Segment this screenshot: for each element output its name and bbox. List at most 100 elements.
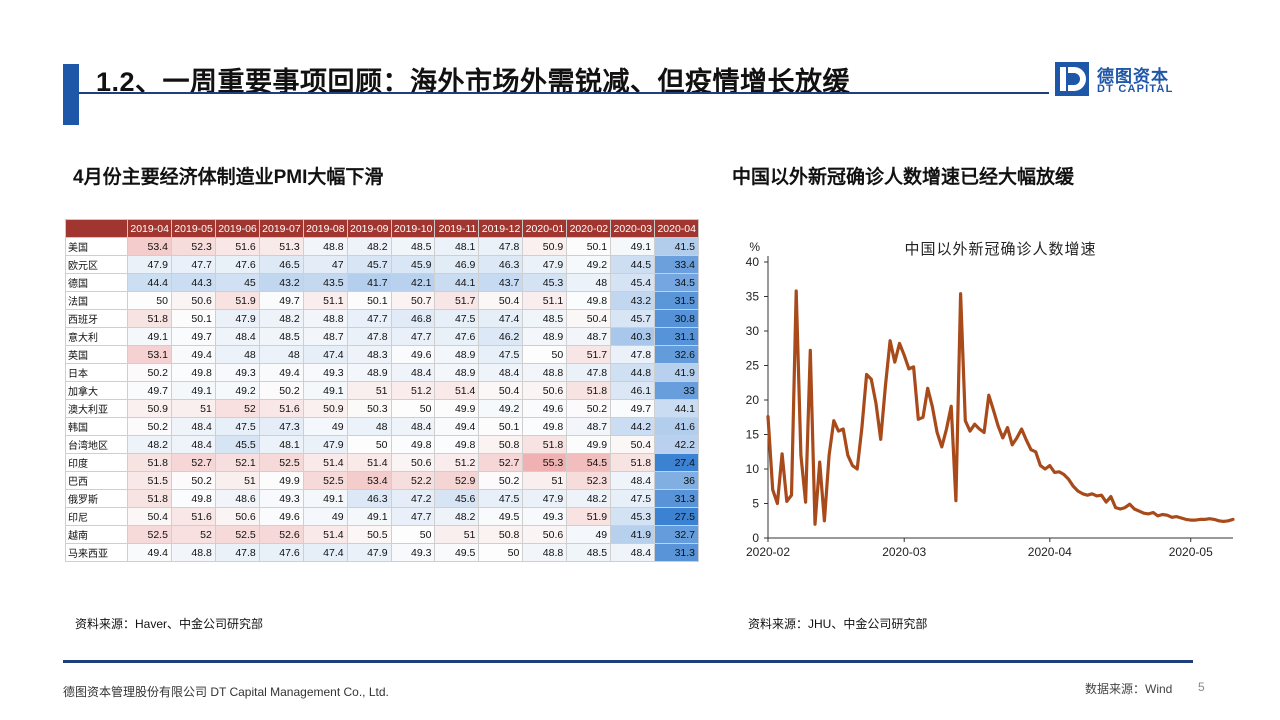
pmi-value-cell: 50.6 [522, 381, 568, 400]
pmi-value-cell: 47.3 [258, 417, 304, 436]
pmi-value-cell: 48.8 [302, 309, 348, 328]
table-row: 越南 52.5 52 52.5 52.6 51.4 50.5 50 51 50.8 50.6 49 41… [65, 525, 699, 544]
country-cell: 德国 [65, 273, 128, 292]
pmi-value-cell: 44.4 [127, 273, 172, 292]
pmi-value-cell: 52 [170, 525, 216, 544]
pmi-value-cell: 52.7 [478, 453, 524, 472]
pmi-value-cell: 48.5 [566, 543, 612, 562]
pmi-value-cell: 49.3 [214, 363, 260, 382]
pmi-value-cell: 49.7 [170, 327, 216, 346]
y-tick-label: 15 [746, 428, 760, 442]
pmi-value-cell: 48.4 [170, 435, 216, 454]
country-cell: 台湾地区 [65, 435, 128, 454]
pmi-value-cell: 49.1 [127, 327, 172, 346]
pmi-value-cell: 52.5 [258, 453, 304, 472]
pmi-value-cell: 49.4 [127, 543, 172, 562]
pmi-value-cell: 47.2 [390, 489, 436, 508]
pmi-value-cell: 50.4 [478, 291, 524, 310]
y-tick-label: 40 [746, 255, 760, 269]
pmi-value-cell: 49.9 [258, 471, 304, 490]
column-header: 2019-09 [346, 219, 392, 238]
y-tick-label: 30 [746, 324, 760, 338]
chart-title: 中国以外新冠确诊人数增速 [904, 240, 1096, 258]
pmi-value-cell: 51.1 [302, 291, 348, 310]
table-row: 欧元区 47.9 47.7 47.6 46.5 47 45.7 45.9 46.9 46.3 47.… [65, 255, 699, 274]
pmi-value-cell: 49.9 [566, 435, 612, 454]
pmi-value-cell: 48.1 [434, 237, 480, 256]
pmi-value-cell: 48.2 [434, 507, 480, 526]
pmi-source-note: 资料来源：Haver、中金公司研究部 [75, 617, 264, 631]
pmi-value-cell: 45.3 [522, 273, 568, 292]
covid-source-note: 资料来源：JHU、中金公司研究部 [748, 617, 928, 631]
column-header: 2020-03 [610, 219, 656, 238]
pmi-value-cell: 48.9 [434, 363, 480, 382]
pmi-value-cell: 50.7 [390, 291, 436, 310]
pmi-value-cell: 49.2 [566, 255, 612, 274]
x-tick-label: 2020-05 [1169, 545, 1213, 559]
country-cell: 欧元区 [65, 255, 128, 274]
pmi-value-cell: 45.7 [610, 309, 656, 328]
country-cell: 巴西 [65, 471, 128, 490]
table-header-row: 2019-04 2019-05 2019-06 2019-07 2019-08 2019-… [65, 219, 699, 238]
pmi-value-cell: 48.4 [478, 363, 524, 382]
pmi-value-cell: 50 [127, 291, 172, 310]
logo-chinese-name: 德图资本 [1097, 67, 1169, 86]
pmi-value-cell: 47.7 [170, 255, 216, 274]
pmi-value-cell: 52.5 [302, 471, 348, 490]
table-row: 加拿大 49.7 49.1 49.2 50.2 49.1 51 51.2 51.4 50.4 50.… [65, 381, 699, 400]
pmi-value-cell: 31.3 [654, 489, 699, 508]
pmi-value-cell: 48.9 [522, 327, 568, 346]
pmi-value-cell: 50.2 [127, 363, 172, 382]
pmi-value-cell: 46.3 [478, 255, 524, 274]
pmi-value-cell: 50.2 [478, 471, 524, 490]
pmi-value-cell: 51.2 [434, 453, 480, 472]
pmi-value-cell: 40.3 [610, 327, 656, 346]
table-row: 德国 44.4 44.3 45 43.2 43.5 41.7 42.1 44.1 43.7 45.3… [65, 273, 699, 292]
pmi-value-cell: 51.7 [566, 345, 612, 364]
pmi-value-cell: 48 [214, 345, 260, 364]
pmi-value-cell: 49.7 [127, 381, 172, 400]
pmi-value-cell: 50.4 [478, 381, 524, 400]
pmi-value-cell: 34.5 [654, 273, 699, 292]
pmi-value-cell: 50.9 [127, 399, 172, 418]
column-header: 2019-07 [258, 219, 304, 238]
pmi-value-cell: 47.9 [302, 435, 348, 454]
pmi-value-cell: 45.3 [610, 507, 656, 526]
pmi-value-cell: 49.1 [302, 381, 348, 400]
pmi-value-cell: 48.7 [566, 327, 612, 346]
pmi-value-cell: 50.6 [390, 453, 436, 472]
pmi-value-cell: 51.8 [127, 453, 172, 472]
pmi-value-cell: 49.2 [214, 381, 260, 400]
pmi-value-cell: 52.2 [390, 471, 436, 490]
pmi-value-cell: 51.5 [127, 471, 172, 490]
country-cell: 加拿大 [65, 381, 128, 400]
pmi-value-cell: 50.4 [610, 435, 656, 454]
pmi-value-cell: 48.4 [610, 543, 656, 562]
pmi-value-cell: 48.2 [258, 309, 304, 328]
pmi-value-cell: 49 [302, 417, 348, 436]
table-row: 台湾地区 48.2 48.4 45.5 48.1 47.9 50 49.8 49.8 50.8 51… [65, 435, 699, 454]
pmi-value-cell: 33.4 [654, 255, 699, 274]
pmi-value-cell: 42.1 [390, 273, 436, 292]
pmi-value-cell: 52.7 [170, 453, 216, 472]
y-axis-unit-label: % [749, 240, 760, 254]
pmi-value-cell: 48.1 [258, 435, 304, 454]
column-header: 2020-04 [654, 219, 699, 238]
pmi-value-cell: 47.7 [346, 309, 392, 328]
pmi-value-cell: 51.6 [258, 399, 304, 418]
pmi-value-cell: 53.1 [127, 345, 172, 364]
pmi-value-cell: 44.2 [610, 417, 656, 436]
pmi-value-cell: 51.8 [522, 435, 568, 454]
pmi-value-cell: 47.7 [390, 507, 436, 526]
pmi-value-cell: 41.6 [654, 417, 699, 436]
table-row: 澳大利亚 50.9 51 52 51.6 50.9 50.3 50 49.9 49.2 49.6 50… [65, 399, 699, 418]
pmi-value-cell: 48.3 [346, 345, 392, 364]
pmi-value-cell: 49.4 [434, 417, 480, 436]
pmi-value-cell: 48.8 [170, 543, 216, 562]
country-cell: 西班牙 [65, 309, 128, 328]
x-tick-label: 2020-03 [882, 545, 926, 559]
pmi-value-cell: 48.4 [170, 417, 216, 436]
title-underline [79, 92, 1049, 94]
pmi-value-cell: 50.2 [170, 471, 216, 490]
pmi-value-cell: 49 [302, 507, 348, 526]
